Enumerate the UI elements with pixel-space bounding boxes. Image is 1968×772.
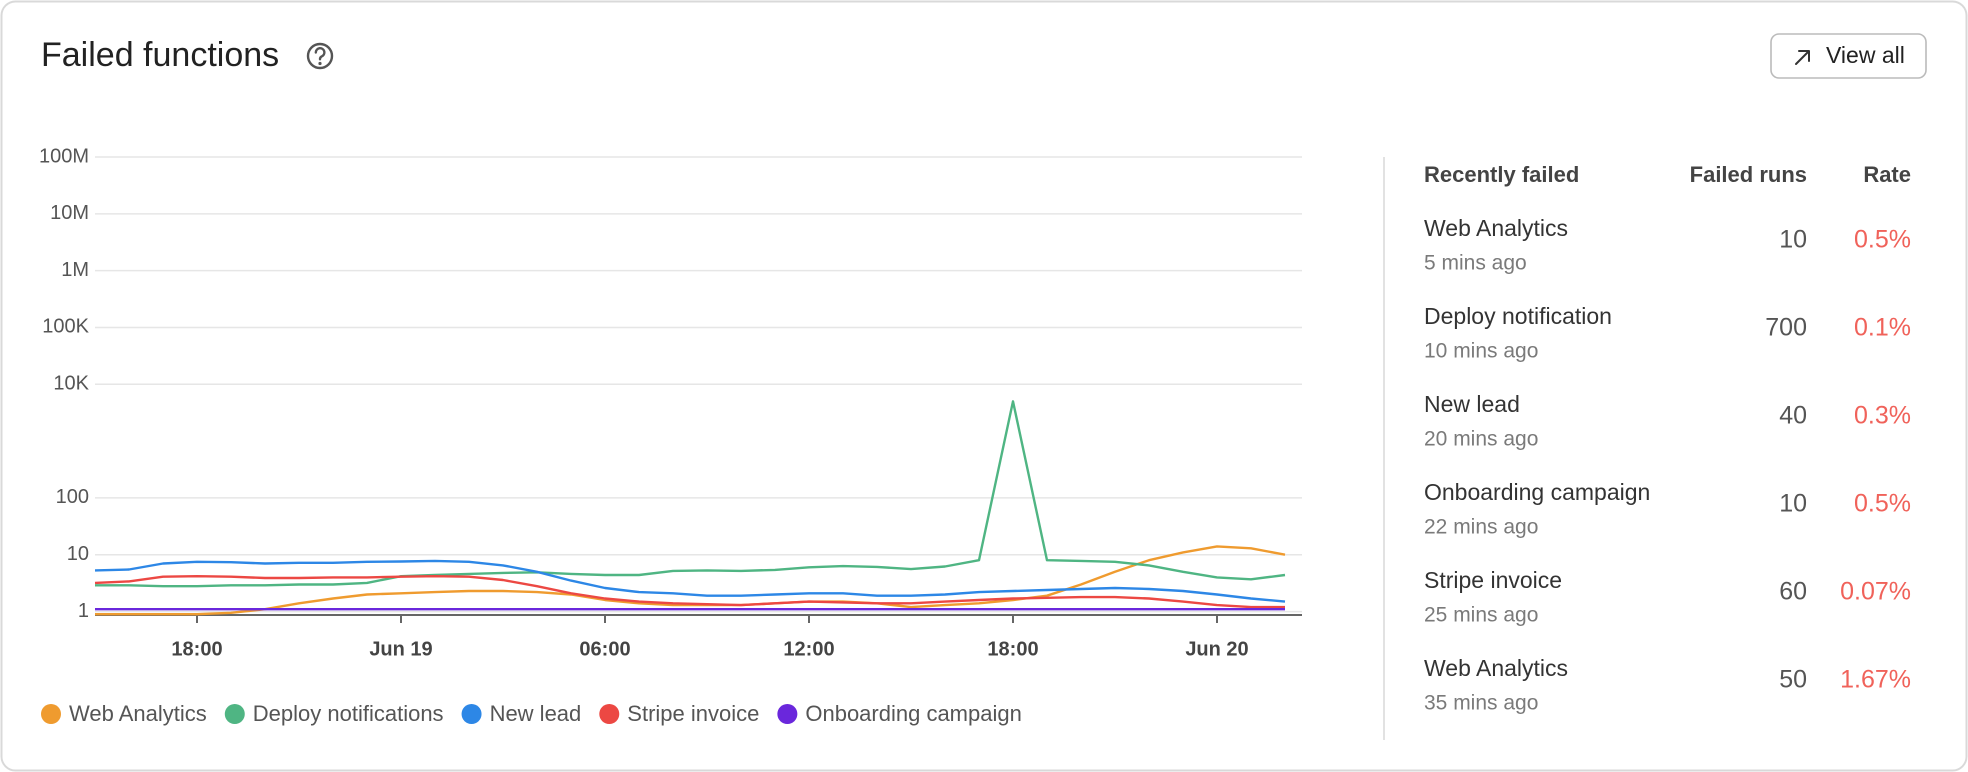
y-tick-label: 1 bbox=[78, 600, 89, 622]
legend-label: Web Analytics bbox=[69, 701, 207, 726]
column-header: Recently failed bbox=[1424, 162, 1579, 187]
view-all-button[interactable]: View all bbox=[1770, 33, 1927, 79]
y-tick-label: 10K bbox=[53, 373, 89, 395]
function-name: Web Analytics bbox=[1424, 215, 1568, 241]
y-tick-label: 10 bbox=[67, 543, 89, 565]
y-tick-label: 100 bbox=[56, 486, 89, 508]
failed-runs: 700 bbox=[1765, 314, 1807, 342]
failure-rate: 0.5% bbox=[1854, 490, 1911, 518]
failed-runs: 10 bbox=[1779, 226, 1807, 254]
view-all-label[interactable]: View all bbox=[1826, 42, 1905, 68]
function-name: New lead bbox=[1424, 391, 1520, 417]
failed-runs: 50 bbox=[1779, 666, 1807, 694]
series-line bbox=[94, 575, 1285, 609]
series-line bbox=[95, 545, 1286, 616]
function-name: Web Analytics bbox=[1424, 655, 1568, 681]
title: Failed functions bbox=[41, 36, 279, 74]
x-tick-label: 06:00 bbox=[579, 638, 630, 660]
function-name: Stripe invoice bbox=[1424, 567, 1562, 593]
failed-runs: 60 bbox=[1779, 578, 1807, 606]
column-header: Rate bbox=[1863, 162, 1911, 187]
x-tick-label: Jun 20 bbox=[1185, 638, 1248, 660]
legend-label: Onboarding campaign bbox=[805, 701, 1021, 726]
failure-rate: 0.5% bbox=[1854, 226, 1911, 254]
failure-rate: 0.07% bbox=[1840, 578, 1911, 606]
x-tick-label: 18:00 bbox=[171, 638, 222, 660]
legend-label: Deploy notifications bbox=[253, 701, 444, 726]
function-name: Deploy notification bbox=[1424, 303, 1612, 329]
help-icon[interactable] bbox=[306, 42, 334, 70]
legend-swatch bbox=[224, 704, 245, 724]
y-tick-label: 100K bbox=[42, 316, 89, 338]
legend-swatch bbox=[41, 704, 61, 724]
x-tick-label: 18:00 bbox=[987, 638, 1038, 660]
y-tick-label: 100M bbox=[39, 145, 89, 167]
failed-runs: 10 bbox=[1779, 490, 1807, 518]
failure-rate: 0.3% bbox=[1854, 402, 1911, 430]
failed-time: 35 mins ago bbox=[1424, 692, 1538, 715]
series-line bbox=[94, 559, 1286, 603]
y-tick-label: 1M bbox=[61, 259, 89, 281]
failed-time: 22 mins ago bbox=[1424, 516, 1538, 539]
failure-rate: 1.67% bbox=[1840, 666, 1911, 694]
failed-time: 5 mins ago bbox=[1424, 252, 1527, 275]
legend-label: Stripe invoice bbox=[627, 701, 759, 726]
legend-swatch bbox=[599, 704, 620, 724]
failed-runs: 40 bbox=[1779, 402, 1807, 430]
legend-label: New lead bbox=[490, 701, 582, 726]
x-tick-label: 12:00 bbox=[783, 638, 834, 660]
legend-swatch bbox=[461, 704, 482, 724]
failed-time: 25 mins ago bbox=[1424, 604, 1538, 627]
failed-time: 10 mins ago bbox=[1424, 340, 1538, 363]
function-name: Onboarding campaign bbox=[1424, 479, 1650, 505]
series-line bbox=[95, 400, 1286, 588]
failed-time: 20 mins ago bbox=[1424, 428, 1538, 451]
y-tick-label: 10M bbox=[50, 202, 89, 224]
column-header: Failed runs bbox=[1690, 162, 1807, 187]
x-tick-label: Jun 19 bbox=[369, 638, 432, 660]
failure-rate: 0.1% bbox=[1854, 314, 1911, 342]
legend-swatch bbox=[777, 704, 798, 724]
